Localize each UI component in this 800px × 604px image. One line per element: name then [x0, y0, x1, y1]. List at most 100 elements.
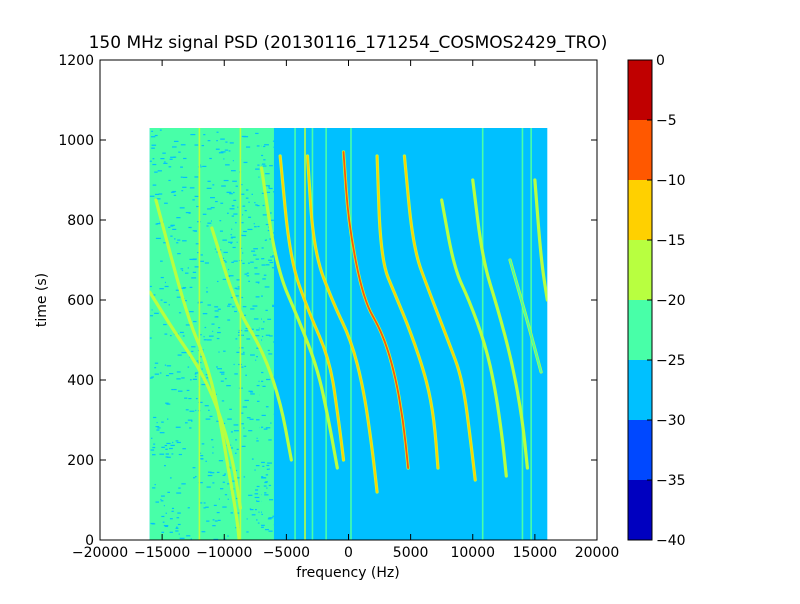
heatmap-speckle: [248, 494, 253, 496]
heatmap-speckle: [225, 164, 230, 166]
colorbar-tick-label: −40: [656, 533, 686, 549]
heatmap-speckle: [235, 497, 238, 500]
heatmap-speckle: [251, 193, 253, 195]
heatmap-speckle: [260, 477, 266, 479]
heatmap-speckle: [222, 474, 226, 476]
heatmap-speckle: [216, 131, 219, 133]
heatmap-speckle: [240, 366, 244, 368]
heatmap-speckle: [246, 518, 248, 520]
heatmap-speckle: [212, 330, 214, 332]
heatmap-speckle: [176, 492, 182, 494]
colorbar-tick-label: −20: [656, 293, 686, 309]
heatmap-speckle: [149, 195, 155, 197]
heatmap-speckle: [170, 156, 176, 158]
heatmap-speckle: [266, 487, 268, 489]
heatmap-speckle: [149, 337, 152, 339]
heatmap-speckle: [273, 146, 275, 148]
heatmap-speckle: [261, 414, 266, 417]
heatmap-speckle: [194, 266, 200, 268]
heatmap-speckle: [167, 491, 170, 493]
y-tick-label: 200: [67, 453, 94, 469]
heatmap-speckle: [254, 226, 257, 228]
heatmap-speckle: [161, 531, 165, 533]
heatmap-speckle: [201, 443, 205, 445]
heatmap-speckle: [190, 538, 192, 540]
heatmap-speckle: [255, 489, 259, 491]
heatmap-speckle: [275, 174, 281, 176]
heatmap-speckle: [165, 448, 168, 450]
heatmap-speckle: [272, 376, 277, 378]
y-tick-label: 600: [67, 293, 94, 309]
heatmap-speckle: [159, 453, 165, 455]
heatmap-speckle: [186, 389, 190, 392]
heatmap-speckle: [254, 509, 257, 511]
x-tick-label: −20000: [72, 545, 128, 561]
heatmap-speckle: [257, 522, 260, 524]
heatmap-speckle: [268, 353, 273, 355]
heatmap-speckle: [178, 312, 182, 314]
heatmap-speckle: [211, 323, 215, 325]
heatmap-speckle: [244, 399, 249, 402]
heatmap-speckle: [184, 300, 187, 302]
heatmap-speckle: [151, 130, 154, 132]
heatmap-speckle: [200, 260, 204, 262]
heatmap-speckle: [222, 278, 227, 281]
heatmap-speckle: [255, 258, 259, 260]
heatmap-speckle: [266, 378, 271, 381]
heatmap-speckle: [191, 258, 197, 261]
heatmap-speckle: [228, 268, 230, 271]
heatmap-speckle: [267, 518, 272, 520]
heatmap-speckle: [257, 282, 260, 284]
heatmap-speckle: [154, 367, 157, 369]
y-tick-label: 1000: [58, 133, 94, 149]
heatmap-speckle: [209, 415, 213, 417]
heatmap-speckle: [269, 517, 274, 519]
heatmap-speckle: [155, 237, 161, 240]
heatmap-speckle: [265, 427, 271, 429]
heatmap-speckle: [241, 296, 244, 299]
heatmap-speckle: [244, 330, 249, 332]
heatmap-speckle: [216, 471, 220, 473]
heatmap-speckle: [263, 159, 266, 161]
heatmap-speckle: [213, 538, 219, 540]
heatmap-speckle: [175, 289, 180, 291]
heatmap-speckle: [207, 140, 211, 142]
heatmap-speckle: [188, 226, 192, 229]
signal-track: [403, 155, 477, 481]
heatmap-speckle: [262, 465, 265, 467]
heatmap-speckle: [228, 303, 232, 305]
heatmap-speckle: [194, 476, 197, 478]
heatmap-speckle: [206, 339, 212, 341]
heatmap-speckle: [159, 129, 162, 131]
heatmap-speckle: [265, 173, 270, 175]
heatmap-speckle: [216, 140, 218, 142]
colorbar: −40 −35 −30 −25 −20 −15 −10 −5 0: [627, 53, 686, 549]
heatmap-speckle: [210, 207, 215, 209]
heatmap-speckle: [236, 279, 241, 281]
heatmap-speckle: [152, 446, 156, 449]
y-tick-label: 0: [85, 533, 94, 549]
signal-track: [440, 199, 508, 477]
heatmap-speckle: [274, 439, 278, 441]
heatmap-speckle: [175, 530, 179, 532]
x-axis-label: frequency (Hz): [296, 565, 399, 581]
heatmap-speckle: [218, 152, 224, 154]
heatmap-speckle: [244, 314, 247, 316]
heatmap-speckle: [235, 469, 238, 472]
y-axis-label: time (s): [34, 273, 50, 327]
heatmap-speckle: [274, 510, 276, 512]
heatmap-speckle: [152, 184, 157, 186]
heatmap-speckle: [180, 144, 186, 146]
heatmap-speckle: [254, 267, 258, 269]
heatmap-speckle: [250, 393, 255, 395]
heatmap-speckle: [219, 249, 222, 251]
heatmap-speckle: [180, 166, 183, 168]
heatmap-speckle: [242, 306, 247, 308]
heatmap-speckle: [254, 469, 256, 471]
heatmap-speckle: [164, 333, 168, 335]
heatmap-speckle: [240, 193, 245, 195]
heatmap-speckle: [242, 205, 246, 207]
heatmap-speckle: [223, 179, 229, 182]
heatmap-speckle: [155, 501, 160, 503]
heatmap-speckle: [194, 373, 197, 375]
